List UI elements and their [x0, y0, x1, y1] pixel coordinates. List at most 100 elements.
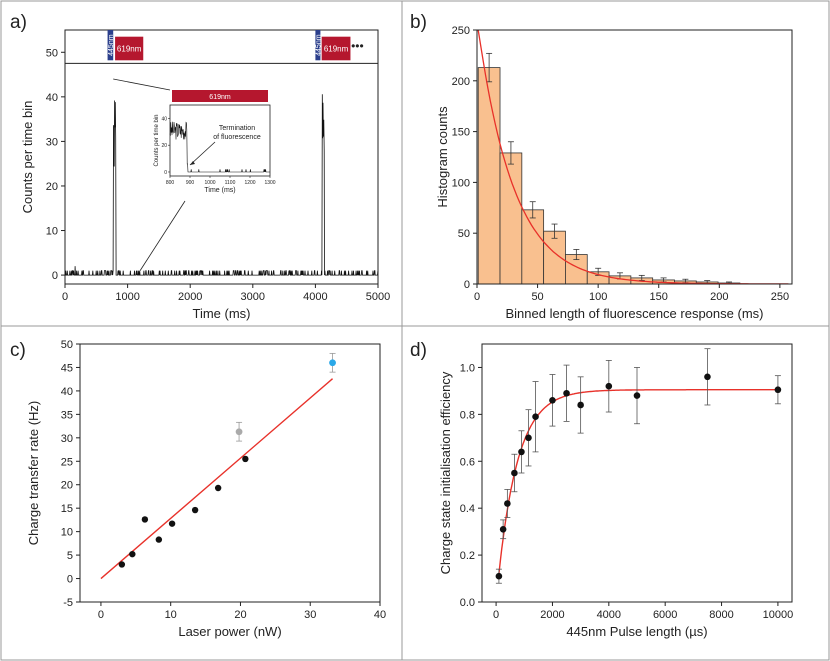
- histogram-bar: [499, 152, 523, 285]
- x-tick-label: 100: [589, 291, 607, 303]
- pulse-619nm-box: [115, 36, 144, 61]
- y-tick-label: 15: [61, 503, 73, 515]
- data-point: [141, 516, 149, 523]
- y-axis-label: Histogram counts: [435, 106, 450, 208]
- x-tick-label: 2000: [178, 291, 202, 303]
- data-point: [191, 506, 199, 514]
- panel-c: c) 0 10 20 30 40 -5 0 5 10 15 20 25 30 35 40 45 50 Laser p…: [10, 339, 386, 639]
- panel-label: a): [10, 12, 27, 33]
- panel-d: d) 0 2000 4000 6000 8000 10000 0.0 0.2 0.4 0.6 0.8 1…: [410, 340, 793, 639]
- y-tick-label: 30: [61, 433, 73, 445]
- x-tick-label: 4000: [597, 609, 621, 621]
- x-axis-label: Laser power (nW): [178, 624, 281, 639]
- inset-arrowhead: [190, 161, 195, 165]
- plot-frame: [64, 29, 379, 285]
- y-axis-label: Charge state initialisation efficiency: [438, 371, 453, 574]
- data-point: [499, 525, 507, 533]
- y-tick-label: 5: [67, 550, 73, 562]
- panel-label: c): [10, 340, 26, 361]
- data-point: [511, 469, 518, 477]
- inset-annotation-arrow: [189, 141, 216, 166]
- data-point: [155, 536, 163, 543]
- panel-label: b): [410, 12, 427, 33]
- pulse-445nm-box: [315, 30, 321, 61]
- data-point: [577, 401, 584, 409]
- pulse-619nm-label: 619nm: [117, 44, 142, 53]
- saturation-fit-curve: [497, 389, 778, 580]
- panel-b: b) 0 50 100 150 200 250 0 50 100 150 200 250 Binned l…: [410, 12, 793, 321]
- x-tick-label: 10000: [763, 609, 794, 621]
- panel-a: a) 0 1000 2000 3000 4000 5000 0 10 20 30 40 50 Time (…: [10, 12, 390, 321]
- data-point: [495, 572, 503, 580]
- y-tick-label: 250: [452, 25, 470, 37]
- data-point: [242, 455, 249, 463]
- y-tick-label: 50: [61, 339, 73, 351]
- inset-x-tick-label: 800: [166, 180, 175, 186]
- panel-label: d): [410, 340, 427, 361]
- data-point: [532, 413, 539, 421]
- y-axis-label: Counts per time bin: [20, 101, 35, 214]
- y-tick-label: -5: [63, 597, 73, 609]
- fluorescence-trace: [65, 94, 379, 276]
- data-point: [563, 389, 570, 397]
- y-tick-label: 35: [61, 409, 73, 421]
- y-tick-label: 0.0: [460, 597, 475, 609]
- pulse-619nm-label: 619nm: [324, 44, 349, 53]
- histogram-bar: [543, 230, 566, 285]
- data-point: [214, 484, 222, 492]
- y-tick-label: 30: [46, 136, 58, 148]
- y-tick-label: 10: [61, 527, 73, 539]
- y-tick-label: 0.4: [460, 503, 475, 515]
- data-point: [704, 373, 711, 381]
- x-tick-label: 0: [493, 609, 499, 621]
- pulse-445nm-box: [107, 30, 114, 61]
- data-point: [129, 550, 136, 558]
- inset-annotation-line: Termination: [219, 125, 255, 132]
- data-point: [633, 392, 641, 399]
- y-tick-label: 100: [452, 177, 470, 189]
- x-tick-label: 150: [650, 291, 668, 303]
- y-tick-label: 50: [458, 228, 470, 240]
- inset-x-axis-label: Time (ms): [204, 187, 235, 194]
- y-tick-label: 150: [452, 127, 470, 139]
- y-tick-label: 50: [46, 47, 58, 59]
- x-tick-label: 0: [474, 291, 480, 303]
- x-tick-label: 250: [771, 291, 789, 303]
- x-tick-label: 50: [531, 291, 543, 303]
- linear-fit-line: [100, 378, 334, 580]
- inset-619nm-bar: [172, 90, 268, 102]
- y-tick-label: 45: [61, 362, 73, 374]
- inset-x-tick-label: 1000: [204, 180, 215, 186]
- x-axis-label: Time (ms): [192, 306, 250, 321]
- x-tick-label: 2000: [540, 609, 564, 621]
- inset-x-tick-label: 1100: [225, 180, 236, 186]
- inset-x-tick-label: 900: [186, 180, 195, 186]
- y-tick-label: 200: [452, 76, 470, 88]
- y-tick-label: 20: [46, 181, 58, 193]
- x-tick-label: 40: [374, 609, 386, 621]
- inset-x-tick-label: 1200: [244, 180, 255, 186]
- x-axis-label: 445nm Pulse length (µs): [566, 624, 707, 639]
- pulse-445nm-label: 445nm: [108, 34, 115, 56]
- pulse-445nm-label: 445nm: [315, 34, 322, 56]
- inset-annotation: Termination of fluorescence: [213, 125, 261, 141]
- plot-frame: [481, 343, 793, 603]
- plot-frame: [476, 29, 793, 285]
- y-tick-label: 0.2: [460, 550, 475, 562]
- data-point: [525, 434, 532, 442]
- y-tick-label: 0: [67, 574, 73, 586]
- x-tick-label: 8000: [709, 609, 733, 621]
- x-axis-label: Binned length of fluorescence response (…: [506, 306, 764, 321]
- plot-frame: [79, 343, 381, 603]
- highlighted-data-point: [235, 428, 243, 436]
- y-tick-label: 40: [46, 92, 58, 104]
- y-tick-label: 10: [46, 226, 58, 238]
- x-tick-label: 10: [165, 609, 177, 621]
- y-tick-label: 20: [61, 480, 73, 492]
- histogram-bar: [521, 209, 545, 285]
- data-point: [168, 520, 176, 527]
- y-tick-label: 0: [52, 270, 58, 282]
- inset-y-tick-label: 40: [161, 116, 167, 122]
